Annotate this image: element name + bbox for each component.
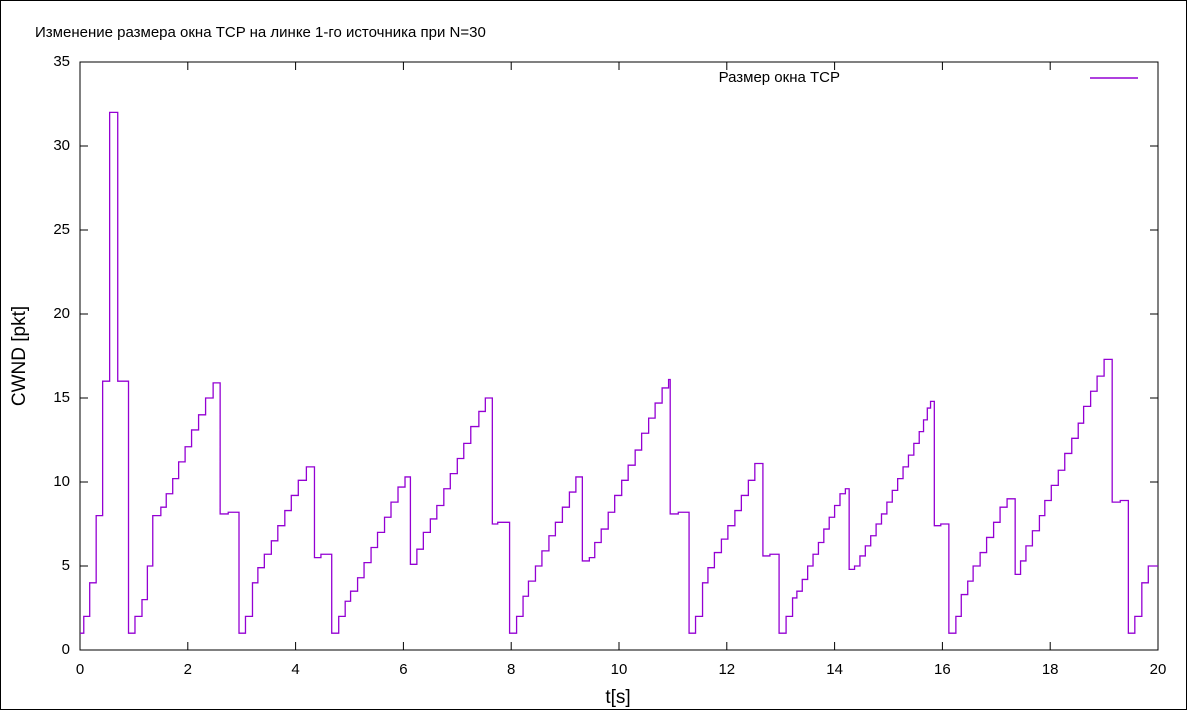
y-axis-label: CWND [pkt] xyxy=(9,306,30,406)
y-tick-label: 30 xyxy=(53,137,70,154)
x-tick-label: 4 xyxy=(291,661,299,678)
y-tick-label: 10 xyxy=(53,473,70,490)
y-tick-label: 20 xyxy=(53,305,70,322)
legend-label: Размер окна TCP xyxy=(719,69,840,86)
y-tick-label: 25 xyxy=(53,221,70,238)
chart-title: Изменение размера окна TCP на линке 1-го… xyxy=(35,24,486,41)
x-tick-label: 12 xyxy=(718,661,735,678)
x-tick-label: 6 xyxy=(399,661,407,678)
x-axis-label: t[s] xyxy=(605,687,630,708)
y-tick-label: 15 xyxy=(53,389,70,406)
x-tick-label: 2 xyxy=(184,661,192,678)
x-tick-label: 16 xyxy=(934,661,951,678)
y-tick-label: 5 xyxy=(62,557,70,574)
x-tick-label: 10 xyxy=(611,661,628,678)
x-tick-label: 18 xyxy=(1042,661,1059,678)
y-tick-label: 35 xyxy=(53,53,70,70)
x-tick-label: 14 xyxy=(826,661,843,678)
x-tick-label: 8 xyxy=(507,661,515,678)
data-line xyxy=(80,111,1158,634)
x-tick-label: 0 xyxy=(76,661,84,678)
x-tick-label: 20 xyxy=(1150,661,1167,678)
y-tick-label: 0 xyxy=(62,641,70,658)
